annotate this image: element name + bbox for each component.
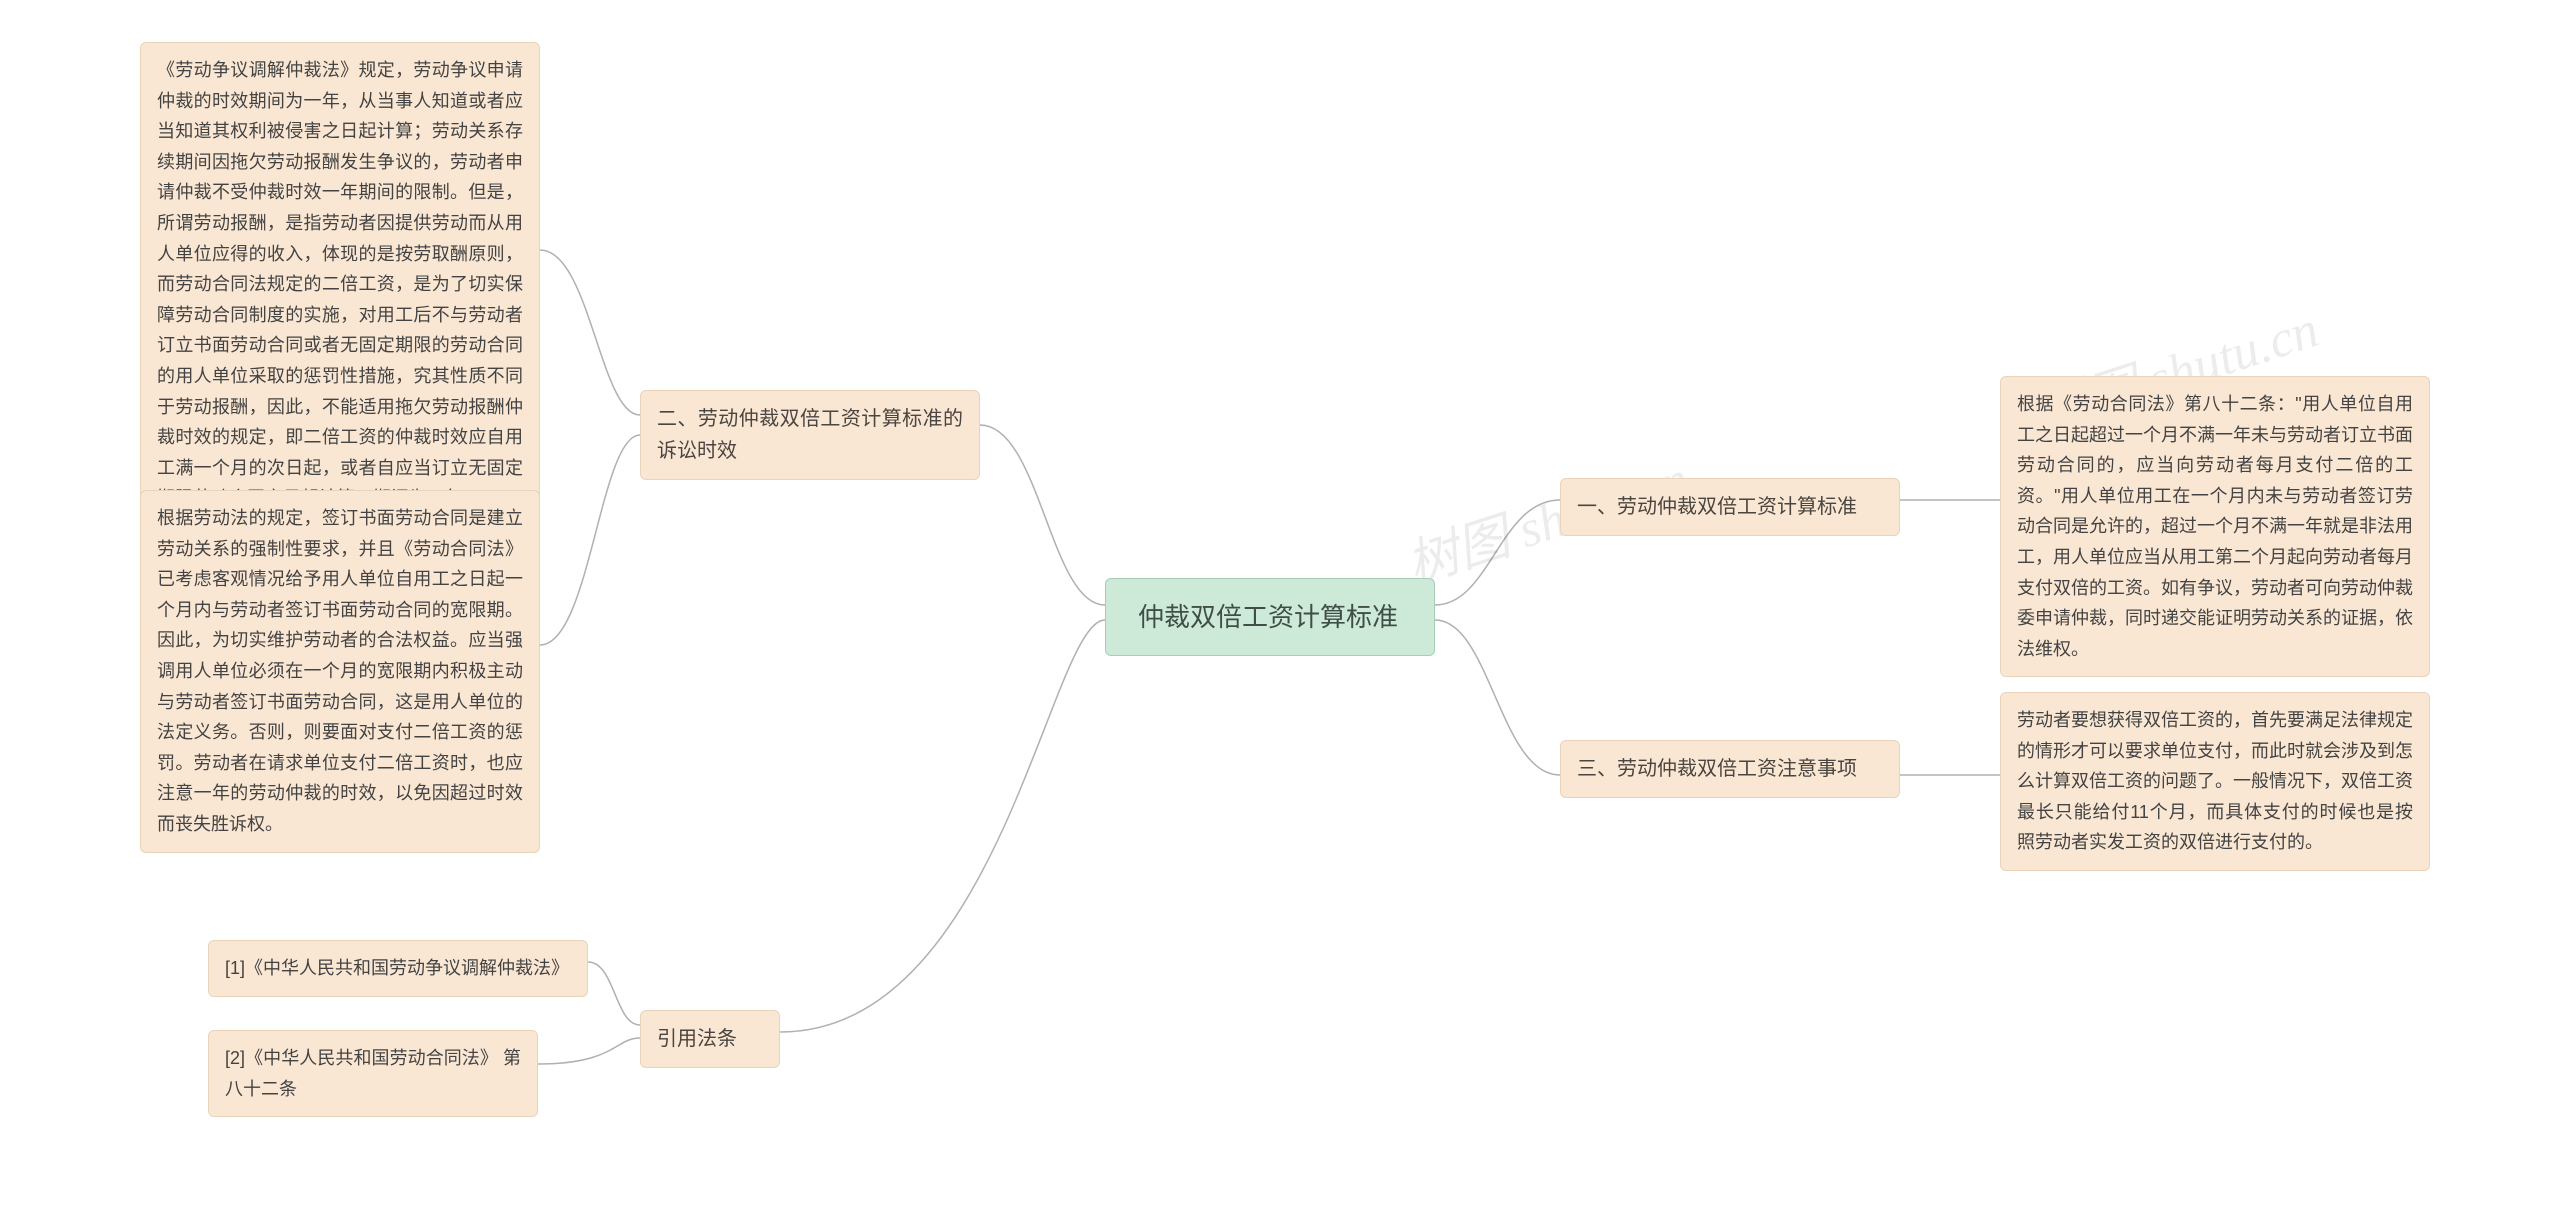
branch-3-leaf-2: 根据劳动法的规定，签订书面劳动合同是建立劳动关系的强制性要求，并且《劳动合同法》… xyxy=(140,490,540,853)
branch-4: 引用法条 xyxy=(640,1010,780,1068)
branch-4-leaf-1: [1]《中华人民共和国劳动争议调解仲裁法》 xyxy=(208,940,588,997)
branch-4-leaf-2: [2]《中华人民共和国劳动合同法》 第八十二条 xyxy=(208,1030,538,1117)
branch-3: 二、劳动仲裁双倍工资计算标准的诉讼时效 xyxy=(640,390,980,480)
branch-1-leaf: 根据《劳动合同法》第八十二条："用人单位自用工之日起超过一个月不满一年未与劳动者… xyxy=(2000,376,2430,677)
branch-2: 三、劳动仲裁双倍工资注意事项 xyxy=(1560,740,1900,798)
mindmap-root: 仲裁双倍工资计算标准 xyxy=(1105,578,1435,656)
branch-2-leaf: 劳动者要想获得双倍工资的，首先要满足法律规定的情形才可以要求单位支付，而此时就会… xyxy=(2000,692,2430,871)
branch-1: 一、劳动仲裁双倍工资计算标准 xyxy=(1560,478,1900,536)
branch-3-leaf-1: 《劳动争议调解仲裁法》规定，劳动争议申请仲裁的时效期间为一年，从当事人知道或者应… xyxy=(140,42,540,527)
